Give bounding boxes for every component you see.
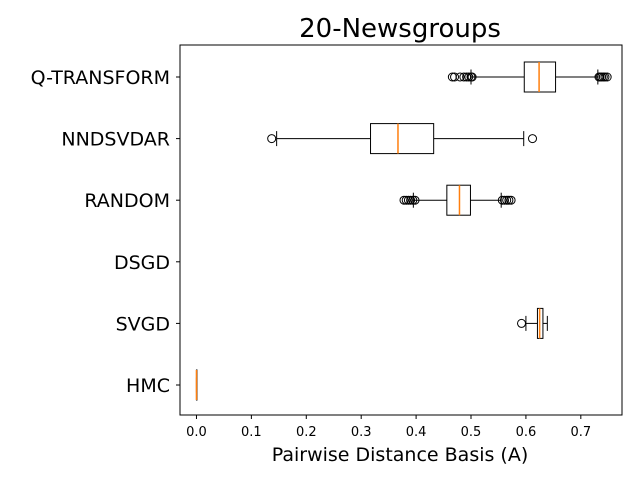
outlier-point [602,72,612,82]
outlier-point [502,195,512,205]
x-axis-label: Pairwise Distance Basis (A) [272,444,529,466]
box [370,123,435,155]
outlier-point [528,134,538,144]
boxplot-svgd [517,307,548,339]
x-tick-label: 0.4 [406,425,427,440]
y-tick-label: Q-TRANSFORM [31,67,170,89]
x-tick-label: 0.7 [570,425,591,440]
box [446,184,471,216]
outlier-point [410,195,420,205]
outlier-point [401,195,411,205]
plot-frame [179,44,623,416]
outlier-point [497,195,507,205]
outlier-point [406,195,416,205]
outlier-point [600,72,610,82]
box [523,61,557,93]
outlier-point [464,72,474,82]
x-tick-label: 0.3 [351,425,372,440]
outlier-point [455,72,465,82]
x-tick-label: 0.0 [186,425,207,440]
outlier-point [517,318,527,328]
x-axis: 0.0 0.1 0.2 0.3 0.4 0.5 0.6 0.7 [186,415,591,440]
x-tick-label: 0.6 [516,425,537,440]
y-tick-label: RANDOM [84,190,170,212]
outlier-point [462,72,472,82]
chart-title: 20-Newsgroups [299,14,501,44]
outlier-point [399,195,409,205]
outlier-point [504,195,514,205]
plot-area [195,61,612,401]
y-tick-label: SVGD [116,313,170,335]
outlier-point [506,195,516,205]
outlier-point [267,134,277,144]
boxplot-random [399,184,516,216]
x-tick-label: 0.1 [241,425,262,440]
x-tick-label: 0.2 [296,425,317,440]
boxplot-nndsvdar [267,123,538,155]
x-tick-label: 0.5 [461,425,482,440]
boxplot-hmc [195,369,198,401]
y-tick-label: NNDSVDAR [61,129,170,151]
outlier-point [450,72,460,82]
y-tick-label: HMC [126,375,170,397]
y-axis: Q-TRANSFORM NNDSVDAR RANDOM DSGD SVGD HMC [31,67,180,397]
y-tick-label: DSGD [114,252,170,274]
outlier-point [408,195,418,205]
outlier-point [403,195,413,205]
outlier-point [467,72,477,82]
boxplot-q-transform [447,61,612,93]
outlier-point [499,195,509,205]
